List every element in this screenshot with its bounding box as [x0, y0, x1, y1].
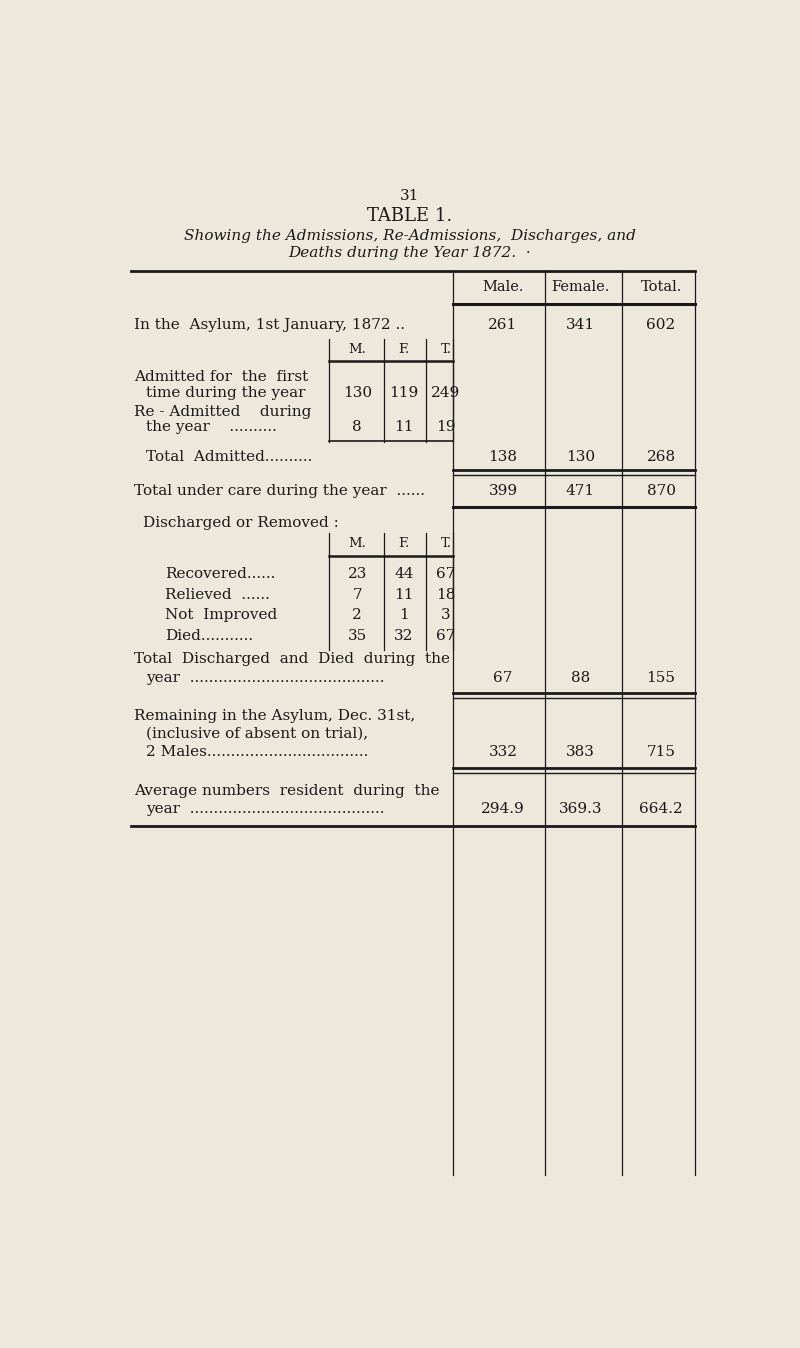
Text: Total.: Total.: [641, 280, 682, 294]
Text: 67: 67: [436, 566, 456, 581]
Text: 11: 11: [394, 421, 414, 434]
Text: 261: 261: [488, 318, 518, 332]
Text: 715: 715: [646, 745, 675, 759]
Text: 399: 399: [489, 484, 518, 497]
Text: 67: 67: [436, 630, 456, 643]
Text: 130: 130: [566, 449, 595, 464]
Text: 88: 88: [571, 670, 590, 685]
Text: 11: 11: [394, 588, 414, 601]
Text: 138: 138: [489, 449, 518, 464]
Text: 1: 1: [399, 608, 409, 623]
Text: 3: 3: [441, 608, 450, 623]
Text: 8: 8: [353, 421, 362, 434]
Text: TABLE 1.: TABLE 1.: [367, 206, 453, 225]
Text: year  .........................................: year ...................................…: [146, 670, 385, 685]
Text: 44: 44: [394, 566, 414, 581]
Text: 23: 23: [348, 566, 367, 581]
Text: year  .........................................: year ...................................…: [146, 802, 385, 817]
Text: 119: 119: [389, 387, 418, 400]
Text: 31: 31: [400, 189, 420, 204]
Text: Remaining in the Asylum, Dec. 31st,: Remaining in the Asylum, Dec. 31st,: [134, 709, 415, 723]
Text: 870: 870: [646, 484, 675, 497]
Text: Not  Improved: Not Improved: [165, 608, 278, 623]
Text: 369.3: 369.3: [558, 802, 602, 817]
Text: Total under care during the year  ......: Total under care during the year ......: [134, 484, 425, 497]
Text: Discharged or Removed :: Discharged or Removed :: [143, 516, 339, 530]
Text: Total  Discharged  and  Died  during  the: Total Discharged and Died during the: [134, 652, 450, 666]
Text: 19: 19: [436, 421, 456, 434]
Text: In the  Asylum, 1st January, 1872 ..: In the Asylum, 1st January, 1872 ..: [134, 318, 405, 332]
Text: Female.: Female.: [551, 280, 610, 294]
Text: Average numbers  resident  during  the: Average numbers resident during the: [134, 783, 440, 798]
Text: 2 Males..................................: 2 Males.................................…: [146, 745, 369, 759]
Text: time during the year: time during the year: [146, 387, 306, 400]
Text: 332: 332: [489, 745, 518, 759]
Text: T.: T.: [441, 538, 451, 550]
Text: 35: 35: [348, 630, 367, 643]
Text: Relieved  ......: Relieved ......: [165, 588, 270, 601]
Text: M.: M.: [348, 344, 366, 356]
Text: Died...........: Died...........: [165, 630, 254, 643]
Text: T.: T.: [441, 344, 451, 356]
Text: 268: 268: [646, 449, 676, 464]
Text: the year    ..........: the year ..........: [146, 421, 278, 434]
Text: Showing the Admissions, Re-Admissions,  Discharges, and: Showing the Admissions, Re-Admissions, D…: [184, 229, 636, 244]
Text: 18: 18: [436, 588, 456, 601]
Text: 32: 32: [394, 630, 414, 643]
Text: 383: 383: [566, 745, 595, 759]
Text: 664.2: 664.2: [639, 802, 683, 817]
Text: F.: F.: [398, 538, 410, 550]
Text: M.: M.: [348, 538, 366, 550]
Text: 249: 249: [431, 387, 461, 400]
Text: 294.9: 294.9: [481, 802, 525, 817]
Text: 7: 7: [353, 588, 362, 601]
Text: 155: 155: [646, 670, 675, 685]
Text: 341: 341: [566, 318, 595, 332]
Text: Re - Admitted    during: Re - Admitted during: [134, 404, 311, 419]
Text: Deaths during the Year 1872.  ·: Deaths during the Year 1872. ·: [289, 247, 531, 260]
Text: Total  Admitted..........: Total Admitted..........: [146, 449, 313, 464]
Text: F.: F.: [398, 344, 410, 356]
Text: Admitted for  the  first: Admitted for the first: [134, 369, 308, 384]
Text: (inclusive of absent on trial),: (inclusive of absent on trial),: [146, 727, 369, 740]
Text: Recovered......: Recovered......: [165, 566, 275, 581]
Text: 2: 2: [353, 608, 362, 623]
Text: Male.: Male.: [482, 280, 524, 294]
Text: 471: 471: [566, 484, 595, 497]
Text: 130: 130: [342, 387, 372, 400]
Text: 602: 602: [646, 318, 676, 332]
Text: 67: 67: [494, 670, 513, 685]
